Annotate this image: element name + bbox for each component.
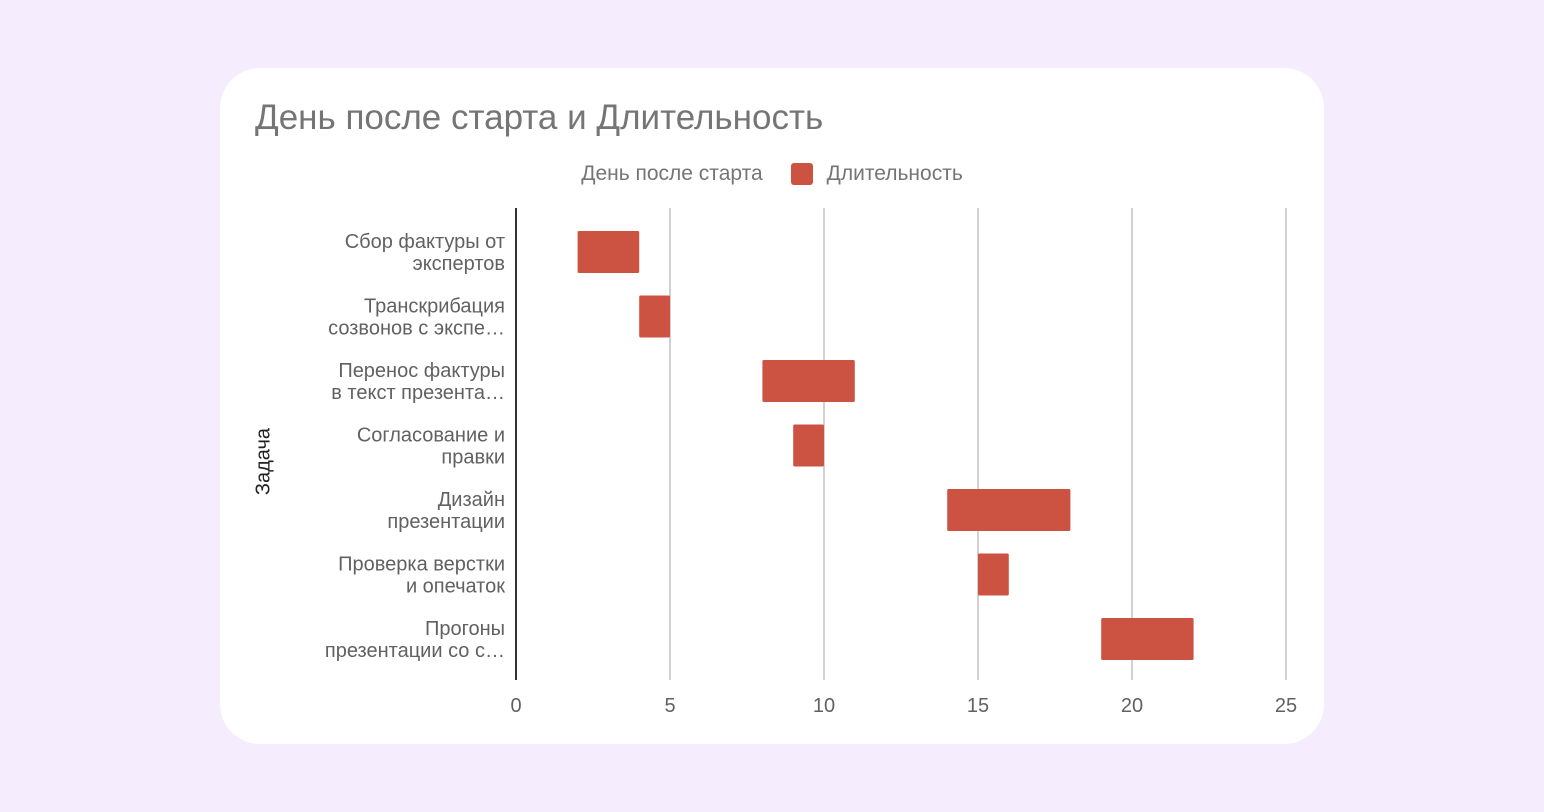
x-tick-label-20: 20: [1121, 695, 1143, 717]
chart-plot-area: Сбор фактуры от экспертов Транскрибация соз…: [325, 208, 1297, 717]
category-label-2: Транскрибация созвонов с экспе…: [328, 296, 505, 340]
category-label-4: Согласование и правки: [357, 425, 505, 469]
legend-item-duration: Длительность: [790, 162, 963, 186]
x-tick-label-25: 25: [1275, 695, 1297, 717]
legend-label-start-day: День после старта: [581, 162, 763, 185]
x-tick-label-0: 0: [510, 695, 521, 717]
bar-duration-2: [639, 295, 670, 338]
bar-duration-4: [793, 424, 824, 467]
x-tick-label-5: 5: [664, 695, 675, 717]
category-label-5: Дизайн презентации: [387, 489, 505, 533]
legend: День после старта Длительность: [220, 160, 1324, 188]
category-label-6: Проверка верстки и опечаток: [338, 554, 505, 598]
x-tick-label-10: 10: [813, 695, 835, 717]
legend-swatch-duration: [790, 163, 813, 185]
bar-duration-3: [762, 360, 855, 402]
category-label-7: Прогоны презентации со с…: [325, 618, 505, 662]
bar-duration-7: [1101, 618, 1194, 660]
legend-label-duration: Длительность: [826, 162, 963, 185]
category-label-1: Сбор фактуры от экспертов: [345, 231, 505, 275]
bar-duration-1: [577, 231, 640, 273]
bar-duration-5: [947, 489, 1071, 531]
legend-item-start-day: День после старта: [581, 162, 762, 186]
category-label-3: Перенос фактуры в текст презента…: [331, 360, 505, 404]
chart-card: День после старта и Длительность День по…: [220, 68, 1324, 744]
chart-title: День после старта и Длительность: [255, 98, 824, 137]
x-tick-label-15: 15: [967, 695, 989, 717]
bar-duration-6: [978, 553, 1009, 596]
